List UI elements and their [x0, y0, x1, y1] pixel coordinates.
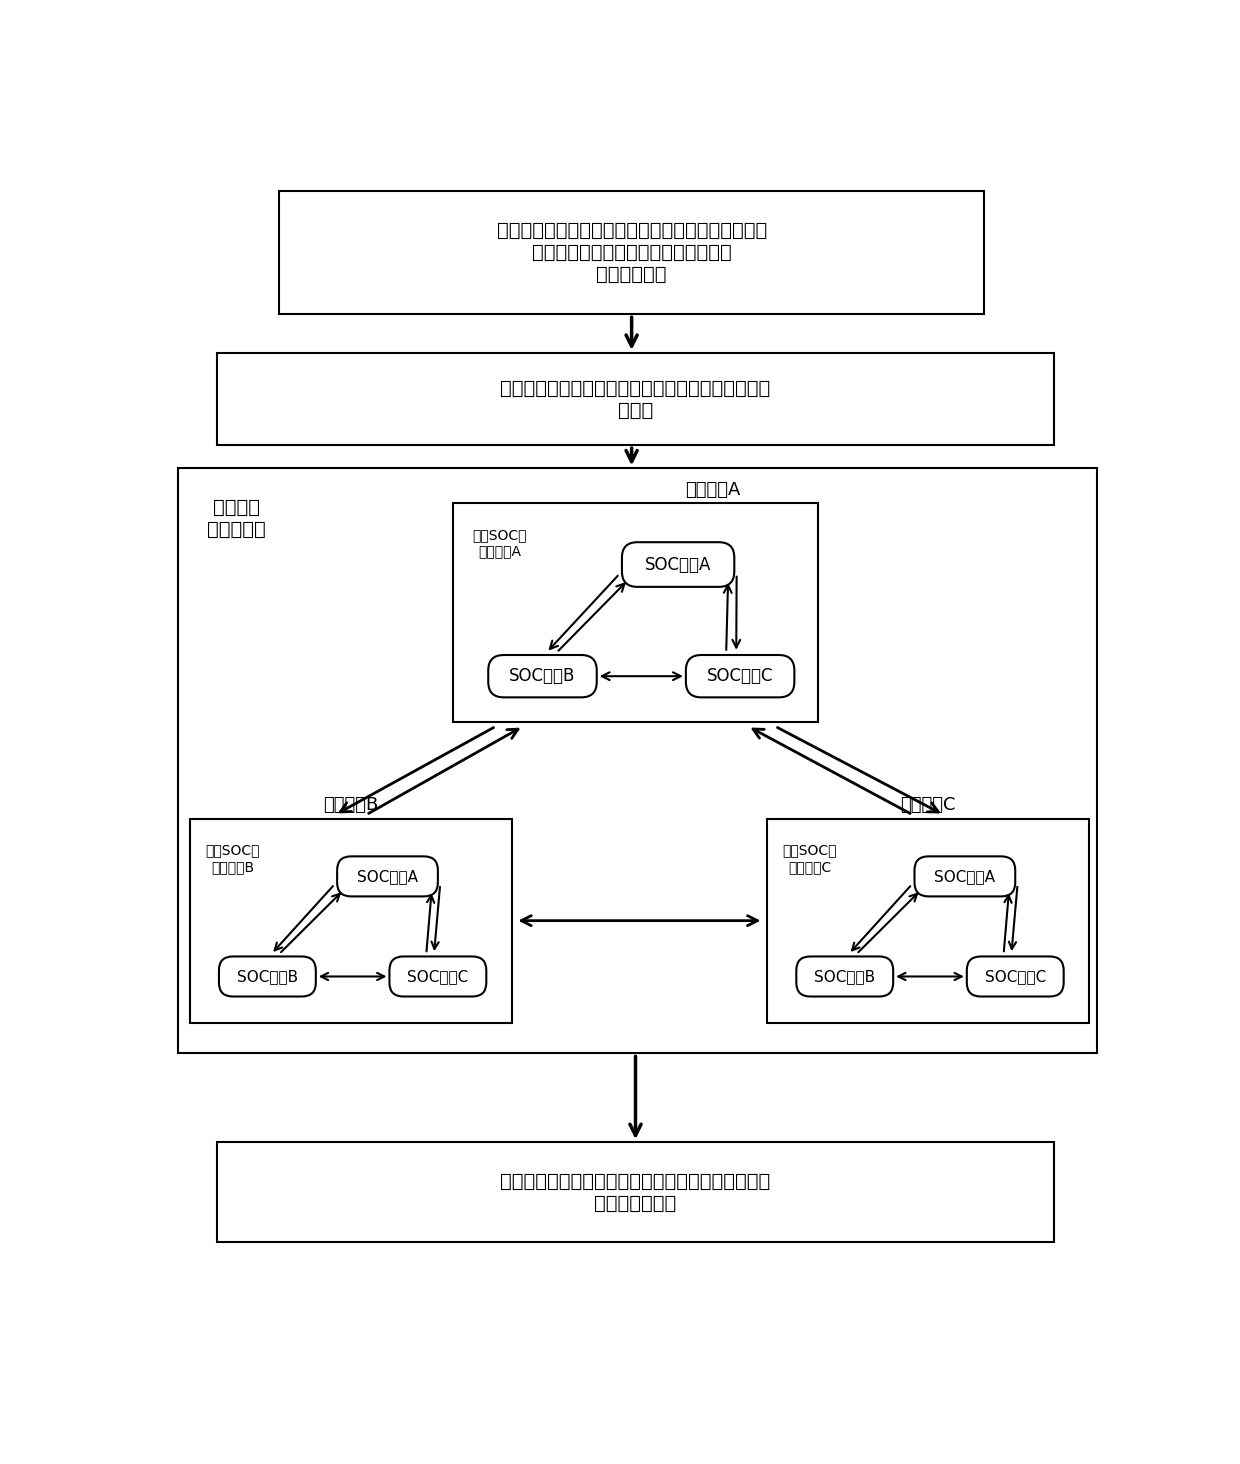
FancyBboxPatch shape — [967, 956, 1064, 997]
FancyBboxPatch shape — [796, 956, 893, 997]
FancyBboxPatch shape — [217, 1142, 1054, 1241]
FancyBboxPatch shape — [768, 818, 1089, 1023]
FancyBboxPatch shape — [279, 192, 985, 315]
Text: SOC状态A: SOC状态A — [645, 555, 712, 574]
FancyBboxPatch shape — [179, 468, 1096, 1054]
Text: 风电状态A: 风电状态A — [686, 480, 740, 499]
FancyBboxPatch shape — [219, 956, 316, 997]
Text: SOC状态C: SOC状态C — [985, 969, 1045, 984]
Text: SOC状态C: SOC状态C — [407, 969, 469, 984]
Text: SOC状态B: SOC状态B — [237, 969, 298, 984]
Text: 获取风电功率的日前预测曲线、当前实际风电功率值
以及电池储能电站中当前各储能机组的
主要运行信息: 获取风电功率的日前预测曲线、当前实际风电功率值 以及电池储能电站中当前各储能机组… — [496, 221, 766, 284]
Text: SOC状态B: SOC状态B — [815, 969, 875, 984]
FancyBboxPatch shape — [190, 818, 511, 1023]
Text: SOC状态A: SOC状态A — [935, 868, 996, 884]
Text: SOC状态C: SOC状态C — [707, 668, 774, 685]
FancyBboxPatch shape — [389, 956, 486, 997]
FancyBboxPatch shape — [915, 856, 1016, 896]
Text: 储能SOC有
限状态机B: 储能SOC有 限状态机B — [206, 843, 259, 874]
Text: SOC状态B: SOC状态B — [510, 668, 575, 685]
FancyBboxPatch shape — [454, 504, 817, 722]
Text: 风电功率
有限状态机: 风电功率 有限状态机 — [207, 498, 265, 539]
Text: 风电状态C: 风电状态C — [900, 796, 956, 814]
FancyBboxPatch shape — [622, 542, 734, 587]
Text: 风电状态B: 风电状态B — [324, 796, 378, 814]
Text: 储能SOC有
限状态机C: 储能SOC有 限状态机C — [782, 843, 837, 874]
Text: 基于风电功率的日前预测值，计算风电功率预测误差
特征值: 基于风电功率的日前预测值，计算风电功率预测误差 特征值 — [501, 379, 770, 420]
FancyBboxPatch shape — [217, 353, 1054, 445]
FancyBboxPatch shape — [686, 654, 795, 697]
Text: 实时修正风储联合出力控制目标，并确定电池储能电
站总功率需求值: 实时修正风储联合出力控制目标，并确定电池储能电 站总功率需求值 — [501, 1171, 770, 1212]
Text: 储能SOC有
限状态机A: 储能SOC有 限状态机A — [472, 529, 527, 558]
Text: SOC状态A: SOC状态A — [357, 868, 418, 884]
FancyBboxPatch shape — [337, 856, 438, 896]
FancyBboxPatch shape — [489, 654, 596, 697]
